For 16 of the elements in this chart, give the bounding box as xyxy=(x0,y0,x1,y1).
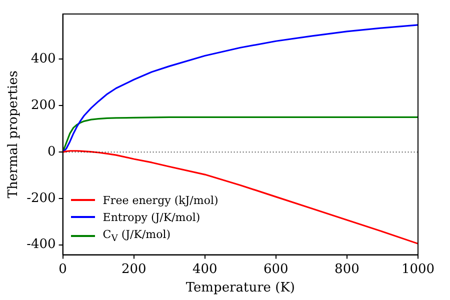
legend-label: C$_{V}$ (J/K/mol) xyxy=(102,226,171,246)
x-tick-label: 600 xyxy=(264,262,288,277)
y-tick-label: 200 xyxy=(30,98,56,114)
x-tick-label: 200 xyxy=(121,262,146,277)
y-tick-label: -200 xyxy=(26,190,56,206)
y-tick-label: 400 xyxy=(30,52,56,67)
y-axis-title: Thermal properties xyxy=(6,70,22,198)
x-tick-label: 1000 xyxy=(401,262,435,277)
y-tick-label: -400 xyxy=(26,237,56,252)
x-axis-title: Temperature (K) xyxy=(186,280,295,296)
legend-label: Free energy (kJ/mol) xyxy=(102,192,218,209)
legend-label: Entropy (J/K/mol) xyxy=(102,210,200,226)
x-tick-label: 800 xyxy=(334,262,360,277)
x-tick-label: 400 xyxy=(192,262,218,277)
y-tick-label: 0 xyxy=(48,144,56,160)
x-tick-label: 0 xyxy=(58,262,67,277)
